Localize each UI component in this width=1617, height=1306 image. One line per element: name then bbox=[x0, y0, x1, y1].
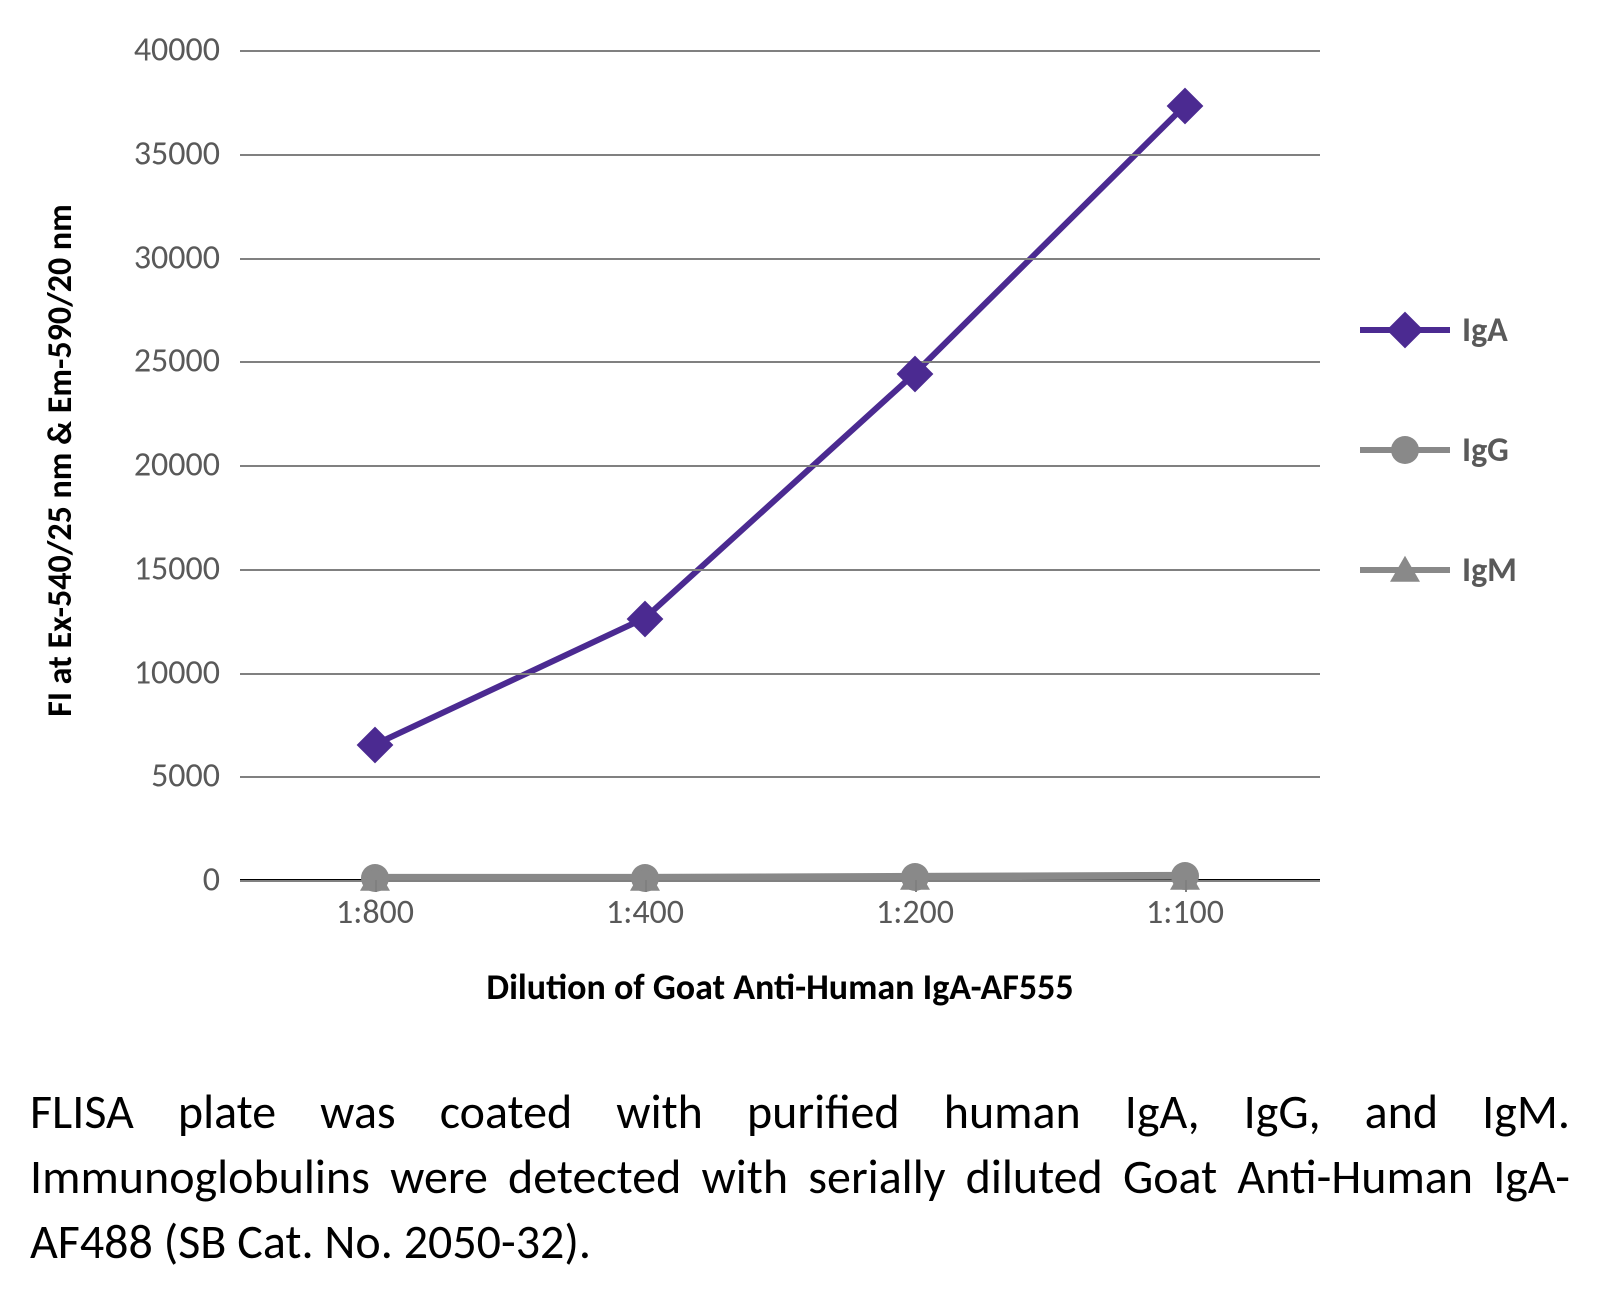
x-tick-mark bbox=[915, 880, 917, 892]
y-axis-label: FI at Ex-540/25 nm & Em-590/20 nm bbox=[30, 30, 90, 890]
chart: FI at Ex-540/25 nm & Em-590/20 nm 0 5000 1… bbox=[30, 30, 1587, 1050]
gridline bbox=[240, 673, 1320, 675]
y-tick-label: 20000 bbox=[100, 445, 220, 486]
y-tick-label: 25000 bbox=[100, 341, 220, 382]
x-tick-marks bbox=[240, 880, 1320, 892]
gridline bbox=[240, 361, 1320, 363]
legend-swatch bbox=[1360, 310, 1450, 350]
legend-item-igg: IgG bbox=[1360, 430, 1580, 470]
legend-swatch bbox=[1360, 550, 1450, 590]
series-line-igm bbox=[375, 877, 1184, 878]
figure-container: FI at Ex-540/25 nm & Em-590/20 nm 0 5000 1… bbox=[30, 30, 1587, 1274]
legend-swatch bbox=[1360, 430, 1450, 470]
x-tick-label: 1:400 bbox=[606, 892, 684, 933]
y-tick-label: 35000 bbox=[100, 133, 220, 174]
legend: IgA IgG IgM bbox=[1360, 310, 1580, 670]
legend-label: IgM bbox=[1462, 550, 1517, 591]
legend-marker-circle-icon bbox=[1391, 436, 1419, 464]
y-tick-label: 15000 bbox=[100, 548, 220, 589]
legend-label: IgG bbox=[1462, 430, 1509, 471]
gridline bbox=[240, 465, 1320, 467]
x-tick-mark bbox=[645, 880, 647, 892]
legend-marker-diamond-icon bbox=[1387, 312, 1424, 349]
y-tick-label: 30000 bbox=[100, 237, 220, 278]
plot-area bbox=[240, 50, 1320, 880]
legend-label: IgA bbox=[1462, 310, 1508, 351]
y-tick-label: 5000 bbox=[100, 756, 220, 797]
legend-marker-triangle-icon bbox=[1390, 556, 1420, 582]
gridline bbox=[240, 154, 1320, 156]
gridline bbox=[240, 50, 1320, 52]
x-axis-label: Dilution of Goat Anti-Human IgA-AF555 bbox=[240, 965, 1320, 1009]
plot bbox=[240, 50, 1320, 880]
x-tick-label: 1:100 bbox=[1146, 892, 1224, 933]
x-tick-mark bbox=[1185, 880, 1187, 892]
gridline bbox=[240, 569, 1320, 571]
x-tick-label: 1:200 bbox=[876, 892, 954, 933]
series-line-iga bbox=[375, 106, 1184, 744]
legend-item-iga: IgA bbox=[1360, 310, 1580, 350]
caption: FLISA plate was coated with purified hum… bbox=[30, 1080, 1570, 1274]
gridline bbox=[240, 258, 1320, 260]
y-tick-label: 10000 bbox=[100, 652, 220, 693]
y-axis-label-text: FI at Ex-540/25 nm & Em-590/20 nm bbox=[40, 204, 81, 717]
gridline bbox=[240, 776, 1320, 778]
x-tick-label: 1:800 bbox=[336, 892, 414, 933]
x-axis-ticks: 1:800 1:400 1:200 1:100 bbox=[240, 892, 1320, 942]
y-tick-label: 40000 bbox=[100, 30, 220, 71]
y-tick-label: 0 bbox=[100, 860, 220, 901]
x-tick-mark bbox=[375, 880, 377, 892]
y-axis-ticks: 0500010000150002000025000300003500040000 bbox=[100, 50, 230, 880]
legend-item-igm: IgM bbox=[1360, 550, 1580, 590]
